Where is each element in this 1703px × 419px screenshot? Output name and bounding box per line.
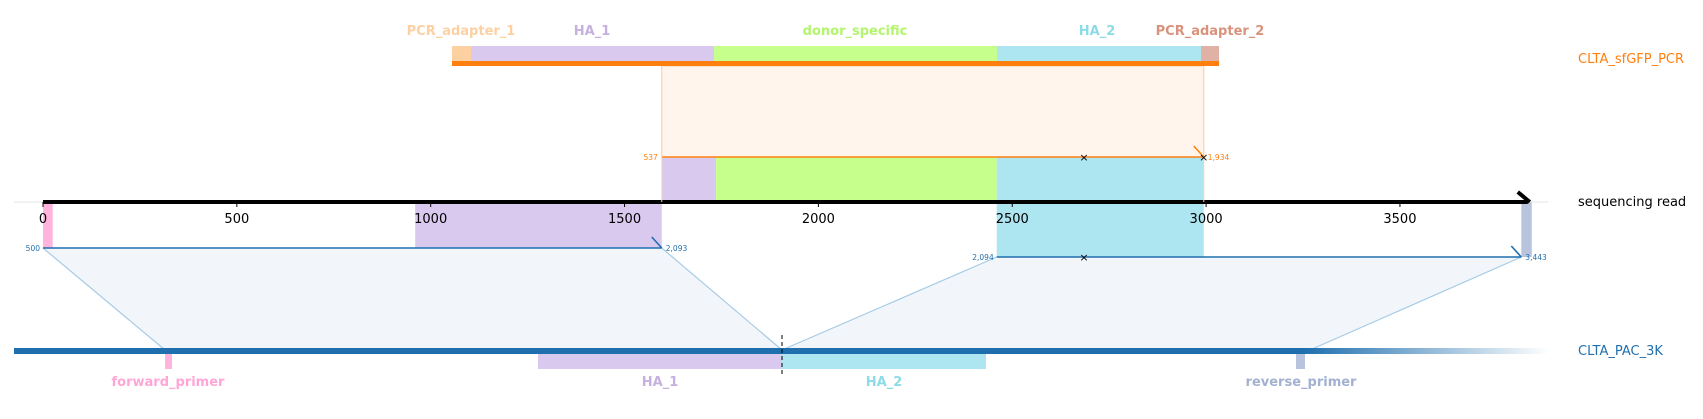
plasmid-track-name: CLTA_PAC_3K [1578, 344, 1663, 359]
reference-tick-label: 2500 [996, 212, 1029, 227]
pcr-track: PCR_adapter_1 HA_1 donor_specific HA_2 PCR_a… [407, 24, 1265, 66]
plasmid-feature-ha-1-bottom [538, 354, 782, 369]
read-feature-forward-primer-read [43, 202, 53, 248]
pcr-alignment-shading [661, 65, 1205, 158]
reference-tick-label: 3500 [1383, 212, 1416, 227]
read-feature-ha-2-read [996, 157, 1204, 202]
plasmid-feature-label-forward-primer: forward_primer [112, 375, 226, 390]
pcr-feature-label-ha-1: HA_1 [574, 24, 611, 39]
alignment-shading [43, 65, 1522, 350]
pcr-feature-donor-specific [714, 46, 997, 61]
plasmid-feature-ha-2-bottom [782, 354, 986, 369]
pcr-feature-pcr-adapter-2 [1201, 46, 1219, 61]
pcr-feature-ha-1 [471, 46, 714, 61]
reference-tick-label: 1000 [414, 212, 447, 227]
plasmid-feature-label-ha-1-bottom: HA_1 [642, 375, 679, 390]
pcr-feature-ha-2 [997, 46, 1201, 61]
pcr-alignment-start-label: 537 [643, 153, 658, 162]
plasmid-feature-label-reverse-primer: reverse_primer [1246, 375, 1358, 390]
pcr-mismatch-marker: × [1079, 151, 1088, 164]
pcr-feature-label-ha-2: HA_2 [1079, 24, 1116, 39]
plasmid-alignment-1-left-connector [42, 247, 166, 351]
read-feature-blocks [43, 157, 1532, 257]
pcr-feature-label-pcr-adapter-2: PCR_adapter_2 [1156, 24, 1265, 39]
pcr-alignment-end-label: 1,934 [1208, 153, 1230, 162]
pcr-feature-label-pcr-adapter-1: PCR_adapter_1 [407, 24, 516, 39]
pcr-feature-pcr-adapter-1 [452, 46, 471, 61]
pcr-mismatch-marker: × [1199, 151, 1208, 164]
plasmid-alignment-2-shading [782, 257, 1522, 350]
pcr-track-name: CLTA_sfGFP_PCR [1578, 52, 1684, 67]
reference-axis-end-hook [1516, 190, 1532, 204]
reference-tick-label: 2000 [802, 212, 835, 227]
read-feature-ha-2-lower [996, 202, 1204, 257]
reference-tick-label: 1500 [608, 212, 641, 227]
reference-tick-label: 3000 [1190, 212, 1223, 227]
plasmid-alignment-1-end-label: 2,093 [666, 244, 688, 253]
plasmid-alignment-2-start-label: 2,094 [972, 253, 994, 262]
read-feature-ha-1-read-upper [661, 157, 717, 202]
pcr-alignment-end-hook [1193, 145, 1205, 158]
read-feature-reverse-primer-read [1521, 202, 1532, 257]
read-feature-ha-1-read [415, 202, 662, 248]
pcr-feature-label-donor-specific: donor_specific [803, 24, 908, 39]
plasmid-backbone [14, 348, 1304, 354]
plasmid-alignment-2-end-label: 3,443 [1525, 253, 1547, 262]
plasmid-alignment-1-right-connector [661, 247, 783, 351]
plasmid-alignment-2-left-connector [781, 256, 997, 351]
plasmid-alignment-2-end-hook [1510, 245, 1522, 258]
plasmid-alignment-1-end-hook [651, 236, 663, 249]
reference-axis: 0 500 1000 1500 2000 2500 3000 3500 [14, 190, 1548, 227]
plasmid-feature-forward-primer [165, 354, 172, 369]
read-feature-donor-read [716, 157, 997, 202]
plasmid-alignment-1-start-label: 500 [26, 244, 41, 253]
plasmid-feature-reverse-primer [1296, 354, 1305, 369]
reference-tick-label: 0 [39, 212, 47, 227]
plasmid-track: forward_primer HA_1 HA_2 reverse_primer [14, 335, 1549, 390]
plasmid-feature-label-ha-2-bottom: HA_2 [866, 375, 903, 390]
plasmid-mismatch-marker: × [1079, 251, 1088, 264]
plasmid-alignment-1-shading [43, 248, 782, 350]
reference-track-name: sequencing read [1578, 195, 1686, 210]
plasmid-backbone-fade [1304, 348, 1549, 354]
plasmid-alignment-2-right-connector [1309, 256, 1522, 351]
reference-tick-label: 500 [224, 212, 249, 227]
pcr-backbone [452, 61, 1219, 66]
